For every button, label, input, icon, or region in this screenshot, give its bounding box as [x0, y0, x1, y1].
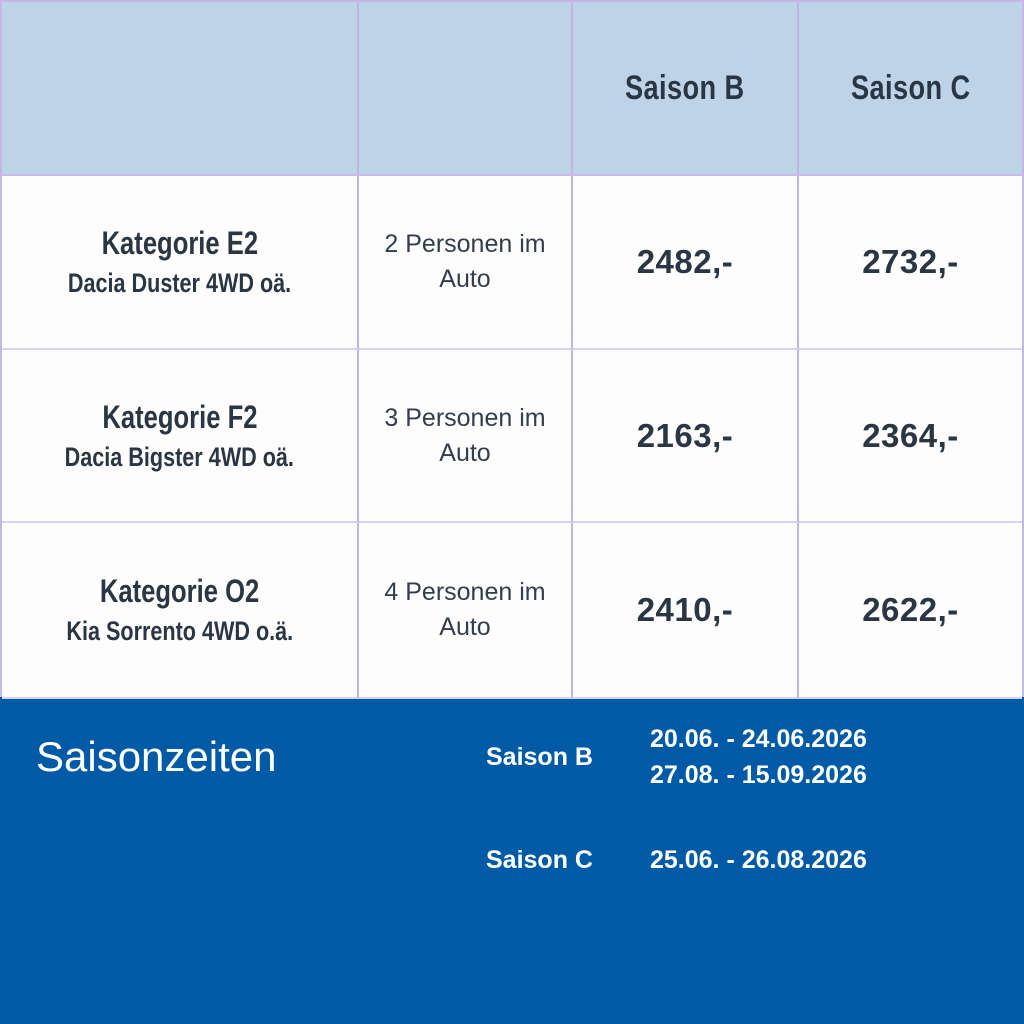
price-value: 2482,-: [636, 243, 734, 280]
saison-b-column-title: Saison B: [625, 68, 745, 107]
season-c-label: Saison C: [486, 845, 593, 874]
table-row-1-occupancy-cell: 2 Personen im Auto: [359, 176, 573, 350]
table-row-2-price-saison-c-cell: 2364,-: [799, 350, 1022, 523]
category-name: Kategorie O2: [99, 573, 260, 609]
table-row-3-price-saison-b-cell: 2410,-: [573, 523, 799, 699]
header-cell-saison-b: Saison B: [573, 2, 799, 176]
header-cell-empty-occupancy: [359, 2, 573, 176]
season-b-dates: 20.06. - 24.06.2026 27.08. - 15.09.2026: [650, 721, 867, 793]
price-table: Saison B Saison C Kategorie E2 Dacia Dus…: [0, 0, 1024, 699]
price-value: 2732,-: [862, 243, 959, 280]
header-cell-empty-category: [2, 2, 359, 176]
season-c-dates: 25.06. - 26.08.2026: [650, 842, 867, 878]
table-row-3-category-cell: Kategorie O2 Kia Sorrento 4WD o.ä.: [2, 523, 359, 699]
occupancy-text: 3 Personen im Auto: [384, 403, 546, 467]
header-cell-saison-c: Saison C: [799, 2, 1022, 176]
saison-c-column-title: Saison C: [850, 68, 971, 107]
table-row-2-price-saison-b-cell: 2163,-: [573, 350, 799, 523]
table-row-3-occupancy-cell: 4 Personen im Auto: [359, 523, 573, 699]
category-name: Kategorie F2: [101, 398, 258, 435]
category-name: Kategorie E2: [101, 225, 258, 261]
season-c-date-range-1: 25.06. - 26.08.2026: [650, 846, 867, 874]
price-value: 2410,-: [636, 591, 734, 628]
table-row-1-category-cell: Kategorie E2 Dacia Duster 4WD oä.: [2, 176, 359, 350]
season-entry-c: Saison C 25.06. - 26.08.2026: [36, 842, 1024, 878]
table-row-3-price-saison-c-cell: 2622,-: [799, 523, 1022, 699]
occupancy-text: 4 Personen im Auto: [384, 578, 546, 641]
season-b-date-range-1: 20.06. - 24.06.2026: [650, 725, 867, 753]
season-b-date-range-2: 27.08. - 15.09.2026: [650, 761, 867, 789]
price-value: 2364,-: [862, 416, 959, 454]
price-value: 2622,-: [862, 591, 959, 628]
table-row-2-occupancy-cell: 3 Personen im Auto: [359, 350, 573, 523]
season-section-title: Saisonzeiten: [36, 733, 277, 780]
table-row-1-price-saison-c-cell: 2732,-: [799, 176, 1022, 350]
category-model: Dacia Bigster 4WD oä.: [64, 441, 295, 472]
category-model: Dacia Duster 4WD oä.: [67, 268, 292, 298]
table-row-1-price-saison-b-cell: 2482,-: [573, 176, 799, 350]
category-model: Kia Sorrento 4WD o.ä.: [66, 616, 293, 646]
season-b-label: Saison B: [486, 742, 593, 771]
occupancy-text: 2 Personen im Auto: [384, 230, 546, 293]
season-entry-b: Saisonzeiten Saison B 20.06. - 24.06.202…: [36, 721, 1024, 793]
season-section-title-wrap: Saisonzeiten: [36, 733, 486, 781]
table-row-2-category-cell: Kategorie F2 Dacia Bigster 4WD oä.: [2, 350, 359, 523]
price-value: 2163,-: [636, 416, 734, 454]
season-periods-section: Saisonzeiten Saison B 20.06. - 24.06.202…: [0, 697, 1024, 1024]
